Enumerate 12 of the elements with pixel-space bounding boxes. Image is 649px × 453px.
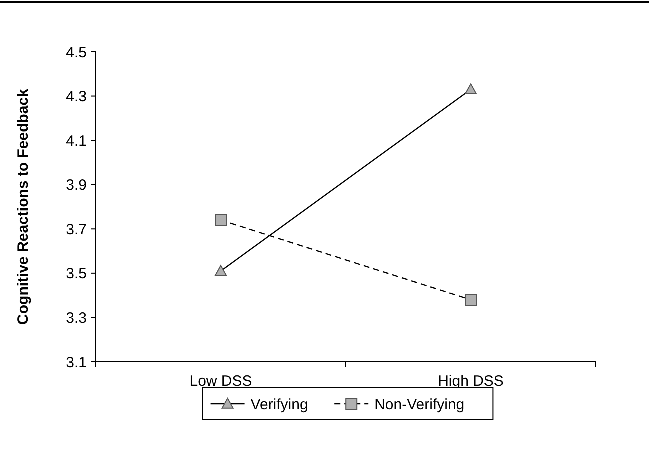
y-tick-label: 4.5 — [66, 44, 87, 62]
legend-label: Verifying — [250, 396, 308, 414]
y-tick-label: 3.7 — [66, 221, 87, 238]
y-axis-title: Cognitive Reactions to Feedback — [15, 88, 32, 325]
y-tick-label: 3.9 — [66, 177, 87, 194]
legend-label: Non-Verifying — [374, 396, 465, 414]
y-tick-label: 3.1 — [66, 354, 87, 372]
y-tick-label: 4.1 — [66, 132, 87, 150]
x-tick-label: Low DSS — [190, 373, 252, 390]
y-tick-label: 3.5 — [66, 266, 87, 283]
y-tick-label: 3.3 — [66, 310, 87, 327]
y-tick-label: 4.3 — [66, 88, 87, 106]
